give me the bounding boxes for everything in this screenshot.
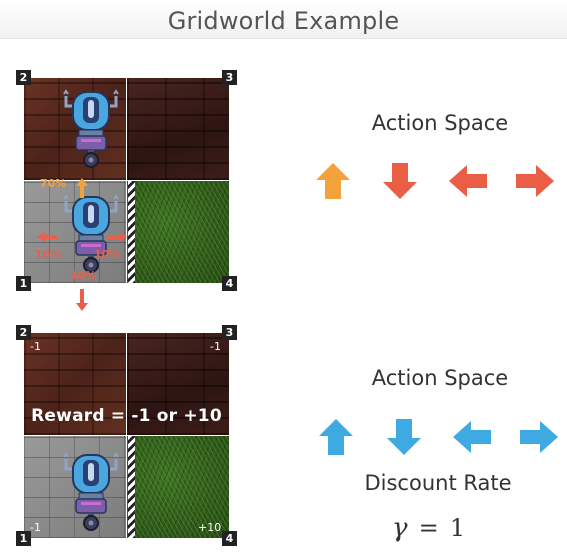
robot-icon bbox=[62, 89, 120, 168]
right-arrow-icon bbox=[520, 421, 558, 453]
up-arrow-icon bbox=[319, 419, 353, 455]
corner-label-2: 2 bbox=[16, 325, 31, 340]
corner-label-4: 4 bbox=[222, 531, 237, 546]
up-probability-arrow-icon bbox=[76, 178, 88, 198]
top-grid-cell-2 bbox=[24, 78, 126, 180]
left-arrow-icon bbox=[453, 421, 491, 453]
reward-bottom-left: -1 bbox=[30, 521, 41, 534]
top-gridworld: 70% 10% 10% 10% 2 3 1 4 bbox=[16, 70, 237, 291]
up-probability-label: 70% bbox=[40, 177, 67, 190]
down-probability-label: 10% bbox=[70, 269, 97, 282]
corner-label-3: 3 bbox=[222, 70, 237, 85]
bottom-gridworld: -1 -1 -1 +10 Reward = -1 or +10 2 3 1 4 bbox=[16, 325, 237, 546]
discount-rate-heading: Discount Rate bbox=[364, 471, 512, 495]
corner-label-3: 3 bbox=[222, 325, 237, 340]
down-arrow-icon bbox=[383, 163, 417, 199]
corner-label-1: 1 bbox=[16, 276, 31, 291]
top-grid-cell-4 bbox=[127, 181, 229, 283]
equals-sign: = bbox=[418, 514, 439, 542]
action-space-heading: Action Space bbox=[371, 366, 509, 390]
down-arrow-icon bbox=[387, 419, 421, 455]
page-title: Gridworld Example bbox=[167, 7, 400, 35]
right-probability-arrow-icon bbox=[107, 232, 127, 242]
up-arrow-icon bbox=[316, 163, 350, 199]
discount-formula: γ = 1 bbox=[392, 513, 482, 543]
bottom-grid-cell-1 bbox=[24, 436, 126, 538]
gamma-symbol: γ bbox=[392, 513, 408, 543]
title-bar: Gridworld Example bbox=[0, 0, 567, 39]
reward-top-left: -1 bbox=[30, 340, 41, 353]
bottom-grid-cell-4 bbox=[127, 436, 229, 538]
action-space-heading: Action Space bbox=[371, 111, 509, 135]
reward-bottom-right: +10 bbox=[198, 521, 222, 534]
down-probability-arrow-icon bbox=[76, 289, 88, 311]
robot-icon bbox=[62, 452, 120, 531]
reward-caption: Reward = -1 or +10 bbox=[31, 406, 222, 426]
fence bbox=[128, 181, 135, 283]
fence bbox=[128, 436, 135, 538]
bottom-grid-cell-3 bbox=[127, 333, 229, 435]
right-probability-label: 10% bbox=[94, 248, 121, 261]
corner-label-1: 1 bbox=[16, 531, 31, 546]
right-arrow-icon bbox=[516, 165, 554, 197]
top-grid-cell-3 bbox=[127, 78, 229, 180]
discount-value: 1 bbox=[449, 514, 466, 542]
left-probability-label: 10% bbox=[35, 248, 62, 261]
left-probability-arrow-icon bbox=[37, 232, 57, 242]
corner-label-4: 4 bbox=[222, 276, 237, 291]
top-grid-cell-1 bbox=[24, 181, 126, 283]
corner-label-2: 2 bbox=[16, 70, 31, 85]
bottom-grid-cell-2 bbox=[24, 333, 126, 435]
reward-top-right: -1 bbox=[210, 340, 221, 353]
left-arrow-icon bbox=[449, 165, 487, 197]
